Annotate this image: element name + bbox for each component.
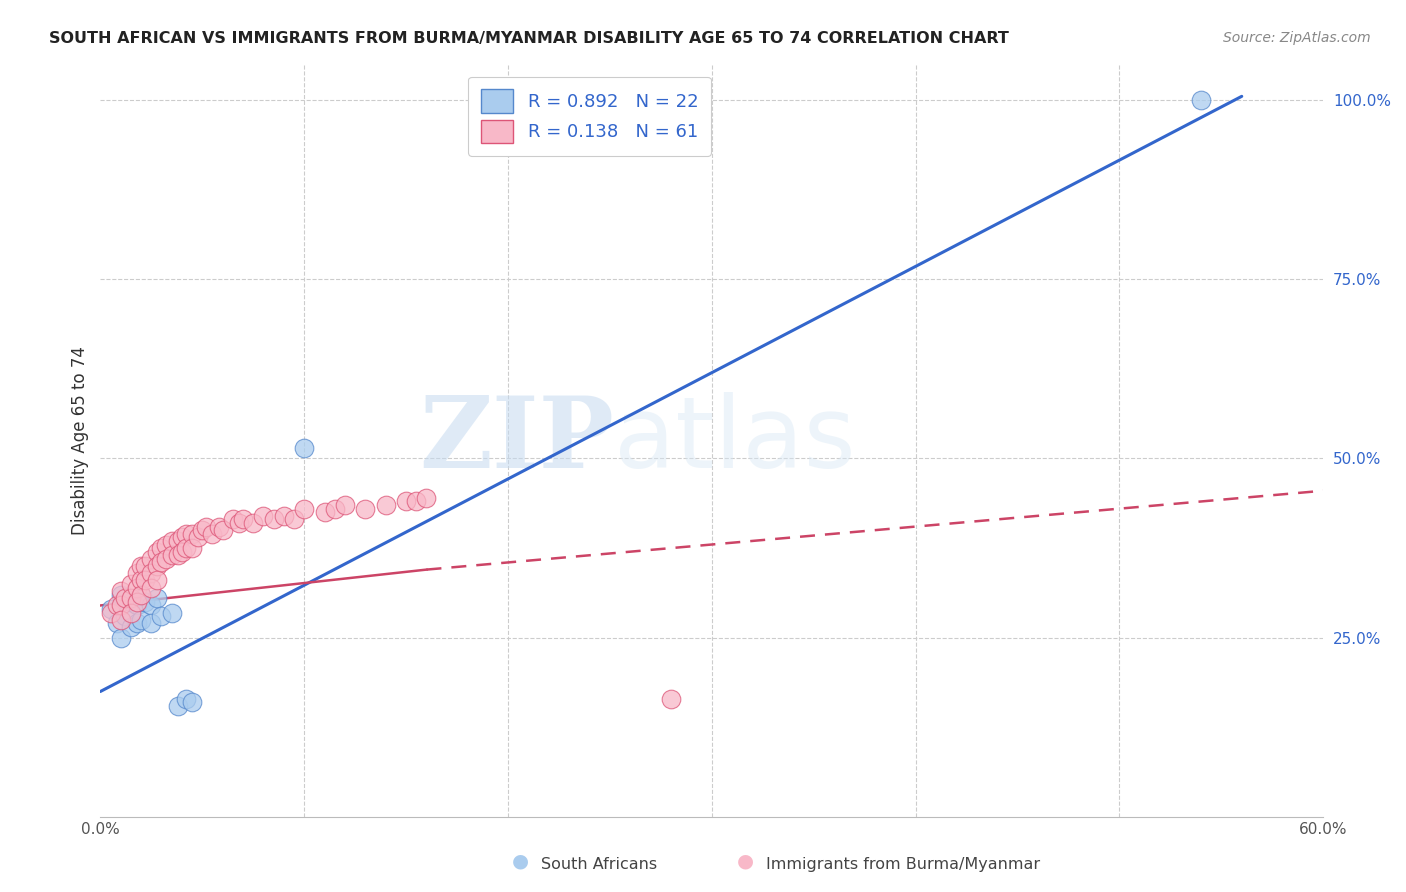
Point [166,548,188,562]
Point [110,584,132,599]
Point [354,501,377,516]
Point [120,595,142,609]
Text: South Africans: South Africans [541,857,658,872]
Point [134,595,156,609]
Point [141,566,163,581]
Point [125,599,148,613]
Text: ●: ● [512,852,529,871]
Point [242,516,264,530]
Point [174,541,197,555]
Point [659,691,682,706]
Point [110,613,132,627]
Point [141,616,163,631]
Point [181,541,204,555]
Point [100,602,122,616]
Point [273,508,295,523]
Text: ●: ● [737,852,754,871]
Point [395,494,418,508]
Point [170,544,193,558]
Point [160,533,183,548]
Point [129,588,152,602]
Point [141,581,163,595]
Point [120,591,142,606]
Point [374,498,396,512]
Point [174,526,197,541]
Point [150,541,173,555]
Point [100,606,122,620]
Point [110,599,132,613]
Point [181,526,204,541]
Point [160,606,183,620]
Point [174,691,197,706]
Point [201,526,224,541]
Point [141,552,163,566]
Point [211,523,233,537]
Point [222,512,245,526]
Point [170,530,193,544]
Point [181,695,204,709]
Point [129,588,152,602]
Point [129,613,152,627]
Point [207,519,229,533]
Point [314,505,336,519]
Text: ZIP: ZIP [419,392,614,489]
Point [134,574,156,588]
Point [232,512,254,526]
Text: Source: ZipAtlas.com: Source: ZipAtlas.com [1223,31,1371,45]
Point [150,556,173,570]
Point [120,620,142,634]
Point [283,512,305,526]
Point [134,559,156,574]
Point [129,559,152,574]
Point [292,441,315,455]
Point [323,501,346,516]
Point [129,574,152,588]
Point [125,566,148,581]
Point [110,588,132,602]
Point [105,616,128,631]
Point [146,574,169,588]
Legend: R = 0.892   N = 22, R = 0.138   N = 61: R = 0.892 N = 22, R = 0.138 N = 61 [468,77,711,156]
Point [146,591,169,606]
Point [195,519,218,533]
Y-axis label: Disability Age 65 to 74: Disability Age 65 to 74 [72,346,89,535]
Point [252,508,274,523]
Point [292,501,315,516]
Point [125,616,148,631]
Point [141,599,163,613]
Point [228,516,250,530]
Point [150,609,173,624]
Point [166,533,188,548]
Point [191,523,214,537]
Point [146,544,169,558]
Point [155,552,177,566]
Text: Immigrants from Burma/Myanmar: Immigrants from Burma/Myanmar [766,857,1040,872]
Point [166,698,188,713]
Point [333,498,356,512]
Point [125,595,148,609]
Point [114,609,136,624]
Point [405,494,427,508]
Point [120,606,142,620]
Point [114,591,136,606]
Point [1189,93,1212,107]
Point [160,548,183,562]
Point [187,530,209,544]
Point [105,599,128,613]
Point [110,631,132,645]
Point [155,537,177,551]
Point [263,512,285,526]
Text: SOUTH AFRICAN VS IMMIGRANTS FROM BURMA/MYANMAR DISABILITY AGE 65 TO 74 CORRELATI: SOUTH AFRICAN VS IMMIGRANTS FROM BURMA/M… [49,31,1010,46]
Point [146,559,169,574]
Text: atlas: atlas [614,392,856,489]
Point [415,491,437,505]
Point [120,577,142,591]
Point [125,581,148,595]
